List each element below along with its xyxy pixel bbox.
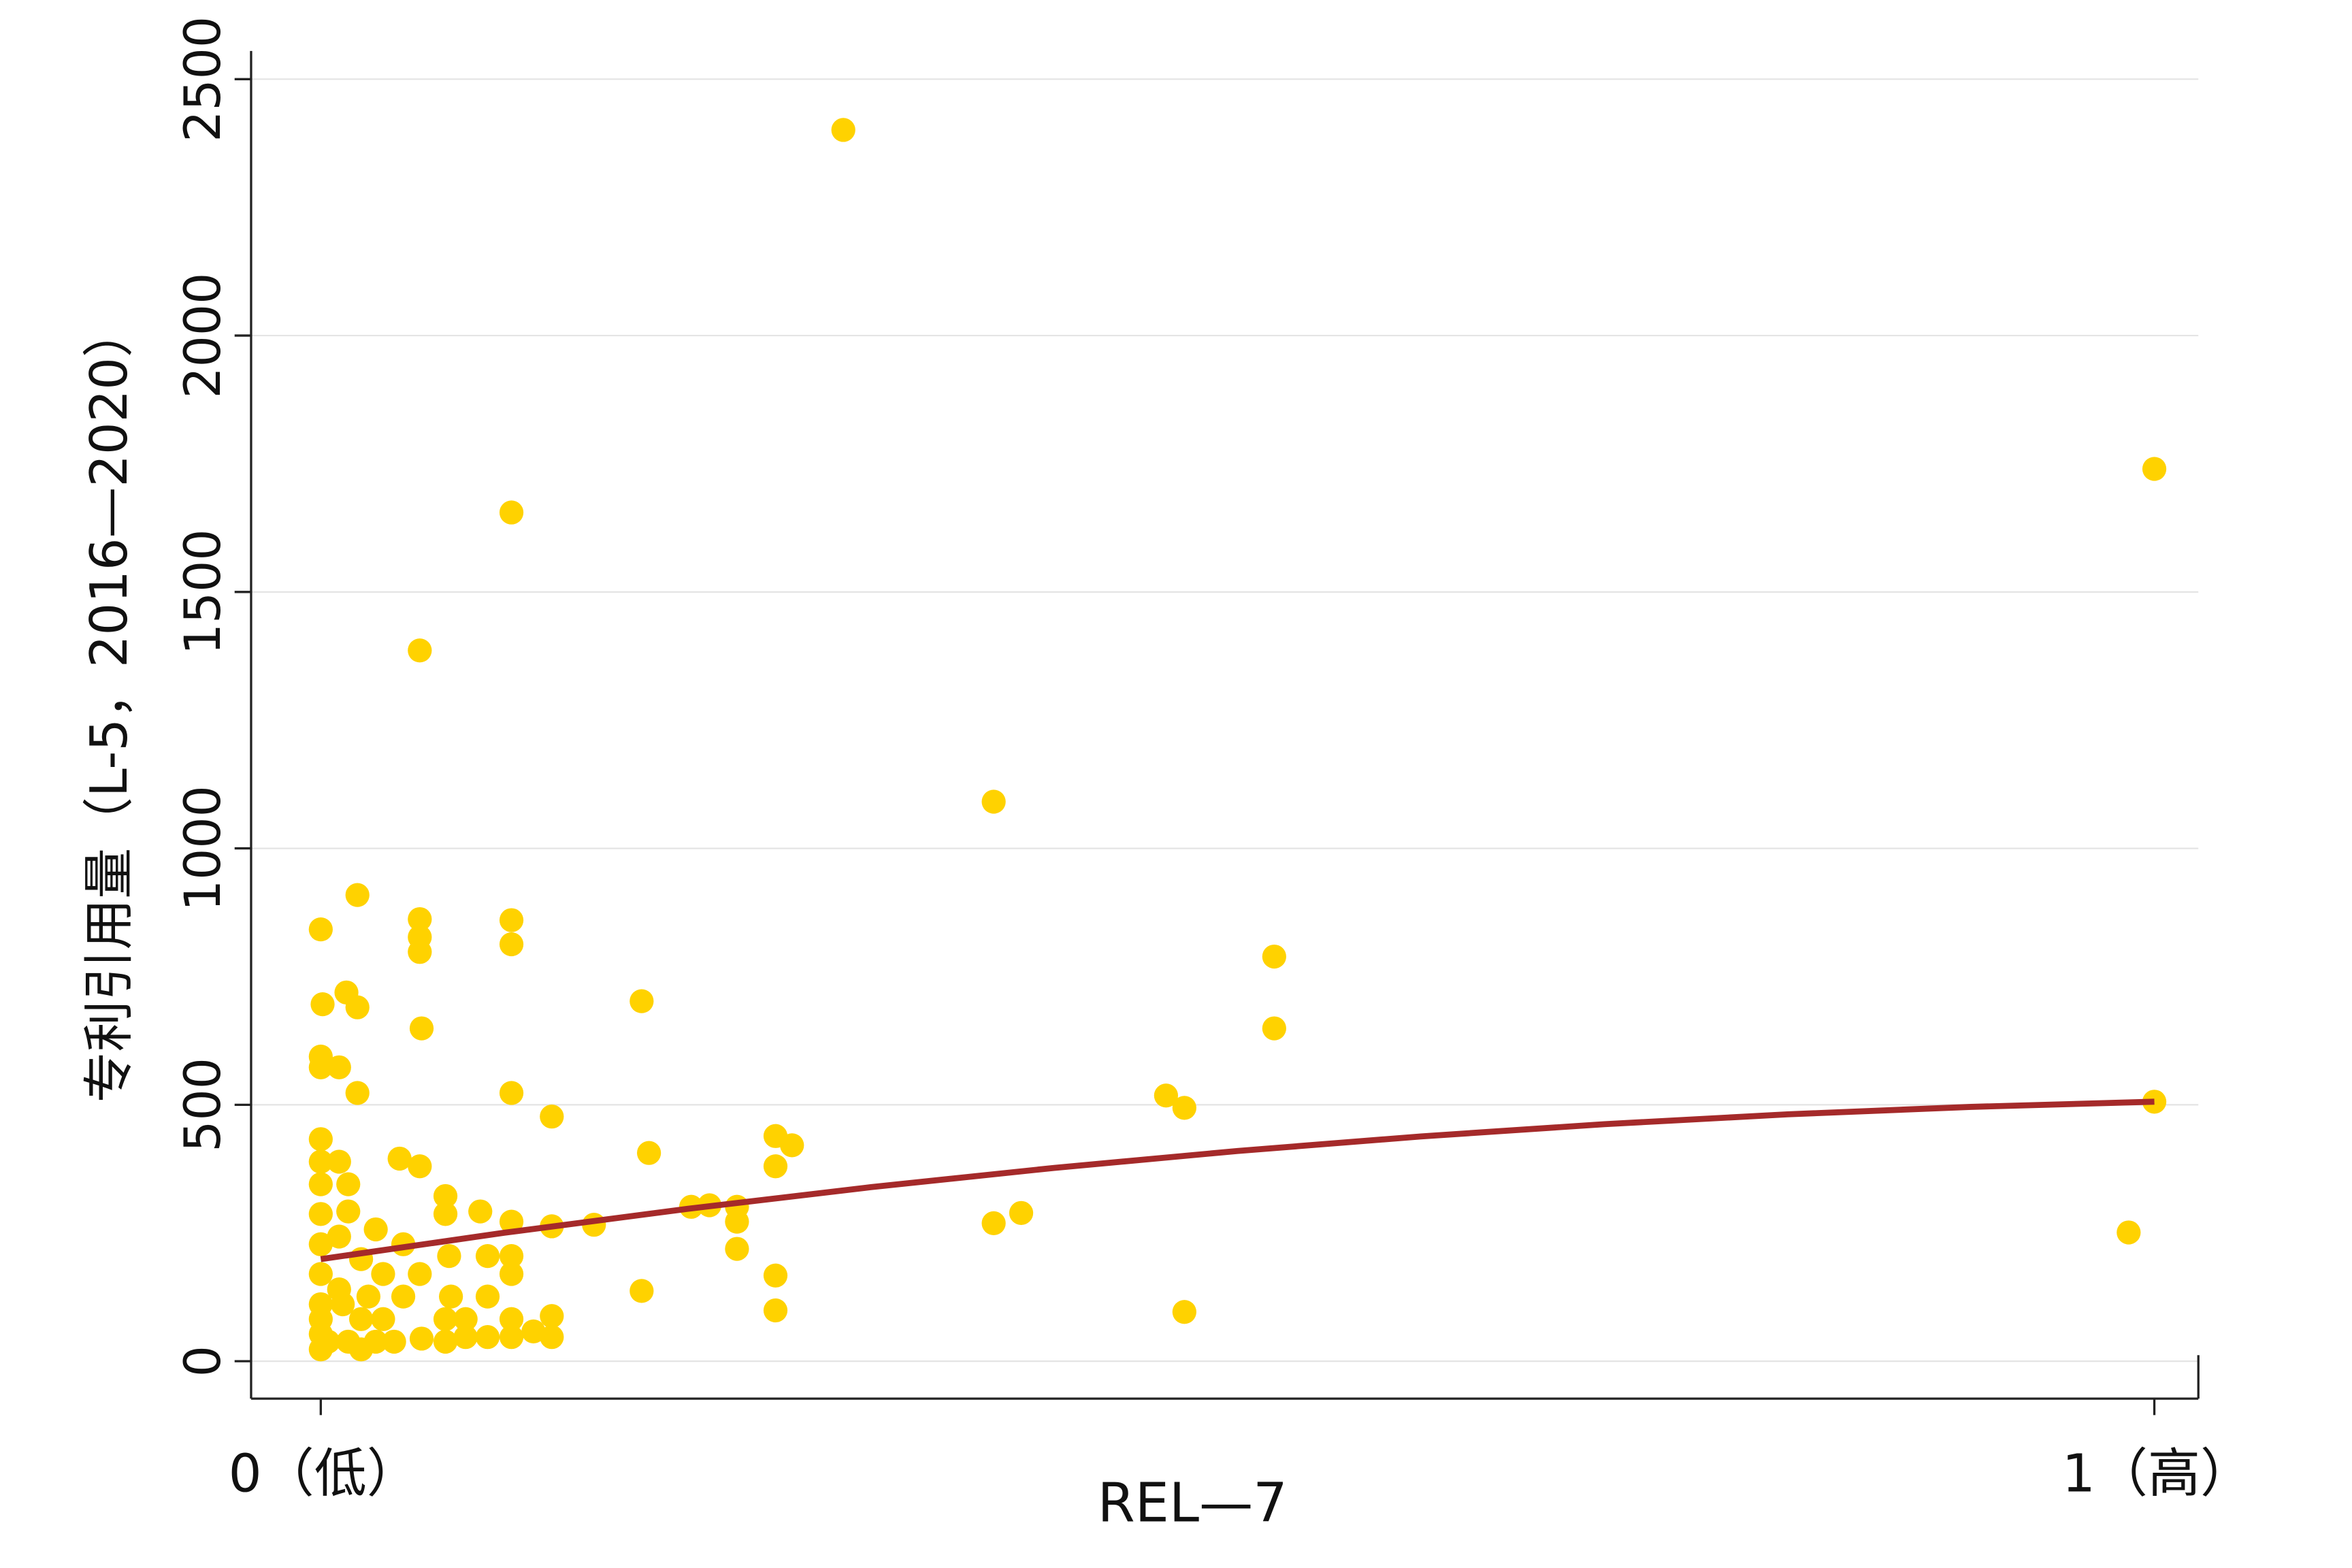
- scatter-point: [327, 1055, 351, 1079]
- scatter-point: [336, 1172, 361, 1196]
- scatter-point: [1154, 1083, 1178, 1108]
- scatter-point: [2117, 1220, 2141, 1245]
- scatter-point: [2142, 457, 2167, 481]
- scatter-point: [1009, 1200, 1034, 1225]
- scatter-point: [521, 1319, 546, 1344]
- scatter-point: [345, 1081, 370, 1105]
- scatter-point: [408, 638, 432, 663]
- scatter-point: [499, 1307, 524, 1331]
- y-tick-label: 1000: [175, 785, 232, 911]
- scatter-point: [308, 917, 333, 942]
- scatter-point: [1262, 944, 1286, 969]
- scatter-point: [408, 1154, 432, 1179]
- scatter-point: [408, 906, 432, 932]
- scatter-point: [327, 1224, 351, 1249]
- scatter-point: [1262, 1016, 1286, 1041]
- scatter-point: [725, 1237, 749, 1261]
- scatter-point: [387, 1146, 412, 1171]
- fit-line: [320, 1098, 2155, 1262]
- scatter-point: [433, 1307, 458, 1331]
- scatter-point: [316, 1329, 340, 1354]
- scatter-point: [409, 1016, 434, 1041]
- scatter-point: [382, 1329, 406, 1354]
- scatter-point: [308, 1127, 333, 1152]
- x-axis-label: REL—7: [1098, 1471, 1288, 1535]
- scatter-point: [453, 1307, 478, 1331]
- scatter-point: [540, 1304, 564, 1328]
- scatter-point: [345, 883, 370, 907]
- scatter-point: [348, 1307, 374, 1331]
- scatter-point: [499, 1209, 524, 1234]
- scatter-point: [363, 1217, 388, 1242]
- scatter-point: [475, 1284, 500, 1309]
- scatter-point: [308, 1262, 333, 1286]
- scatter-point: [540, 1325, 564, 1350]
- scatter-point: [437, 1244, 461, 1269]
- scatter-point: [308, 1307, 333, 1331]
- scatter-point: [356, 1284, 381, 1309]
- scatter-point: [371, 1307, 395, 1331]
- scatter-point: [336, 1199, 361, 1224]
- scatter-point: [630, 989, 654, 1013]
- scatter-point: [409, 1326, 434, 1351]
- scatter-point: [331, 1292, 355, 1317]
- scatter-point: [831, 118, 855, 142]
- scatter-point: [1172, 1300, 1196, 1324]
- scatter-point: [433, 1329, 458, 1354]
- y-tick-label: 2000: [175, 273, 232, 399]
- scatter-point: [981, 789, 1006, 814]
- scatter-point: [636, 1141, 662, 1165]
- scatter-point: [308, 1149, 333, 1174]
- scatter-point: [780, 1133, 804, 1158]
- scatter-point: [499, 1244, 524, 1269]
- y-tick-label: 0: [175, 1345, 232, 1377]
- scatter-point: [499, 1081, 524, 1105]
- scatter-point: [763, 1154, 788, 1179]
- scatter-point: [345, 995, 370, 1019]
- scatter-point: [499, 908, 524, 932]
- scatter-point: [391, 1284, 416, 1309]
- scatter-point: [763, 1263, 788, 1288]
- scatter-point: [763, 1298, 788, 1323]
- scatter-point: [499, 1325, 524, 1350]
- y-tick-label: 2500: [175, 16, 232, 142]
- scatter-point: [308, 1172, 333, 1196]
- scatter-point: [981, 1211, 1006, 1236]
- scatter-point: [308, 1202, 333, 1226]
- scatter-point: [408, 940, 432, 964]
- scatter-point: [475, 1325, 500, 1350]
- scatter-point: [630, 1279, 654, 1303]
- scatter-point: [475, 1244, 500, 1269]
- scatter-point: [540, 1105, 564, 1129]
- x-tick-label: 0（低）: [229, 1443, 419, 1505]
- scatter-point: [468, 1199, 493, 1224]
- scatter-point: [308, 1232, 333, 1256]
- y-axis-label: 专利引用量（L-5，2016—2020）: [79, 306, 139, 1102]
- scatter-point: [310, 992, 335, 1017]
- y-tick-label: 1500: [175, 529, 232, 655]
- scatter-point: [1172, 1096, 1196, 1120]
- scatter-point: [453, 1325, 478, 1350]
- scatter-point: [433, 1183, 458, 1209]
- y-tick-label: 500: [175, 1058, 232, 1152]
- scatter-point: [348, 1337, 374, 1362]
- scatter-point: [499, 500, 524, 525]
- scatter-point: [438, 1284, 463, 1309]
- scatter-point: [408, 1262, 432, 1286]
- scatter-point: [371, 1262, 395, 1286]
- scatter-point: [499, 932, 524, 957]
- scatter-point: [327, 1149, 351, 1174]
- scatter-point: [308, 1055, 333, 1079]
- scatter-point: [433, 1202, 458, 1226]
- scatter-point: [725, 1209, 749, 1234]
- x-tick-label: 1（高）: [2062, 1443, 2253, 1505]
- scatter-point: [499, 1262, 524, 1286]
